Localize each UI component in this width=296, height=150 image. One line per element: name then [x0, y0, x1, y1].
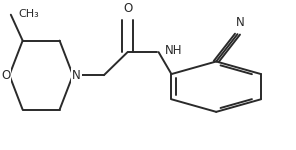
Text: N: N	[236, 16, 245, 29]
Text: O: O	[123, 2, 132, 15]
Text: O: O	[1, 69, 10, 82]
Text: N: N	[72, 69, 81, 82]
Text: NH: NH	[165, 44, 182, 57]
Text: CH₃: CH₃	[18, 9, 39, 19]
